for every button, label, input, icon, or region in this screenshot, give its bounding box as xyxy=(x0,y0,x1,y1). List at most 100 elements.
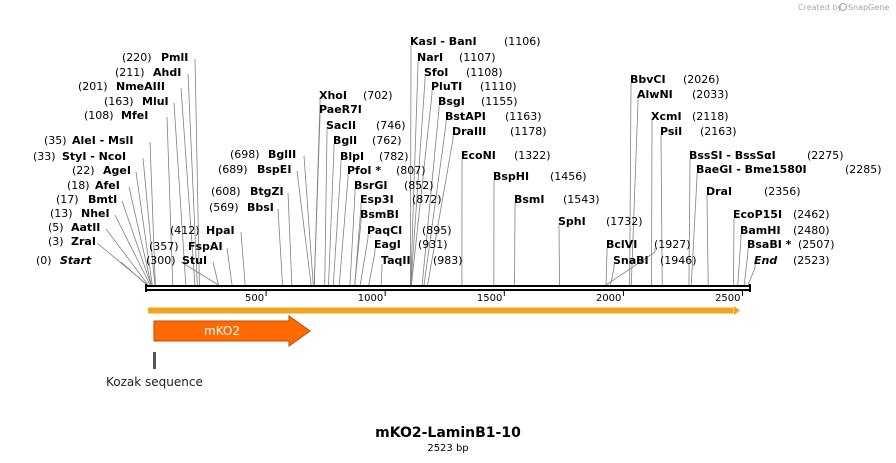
restriction-site[interactable]: BsrGI (852) xyxy=(354,179,434,192)
site-connector xyxy=(338,174,349,286)
site-name: MluI xyxy=(142,95,169,108)
orf-bar xyxy=(147,306,735,315)
site-name: SnaBI xyxy=(613,254,649,267)
restriction-site[interactable]: DraIII (1178) xyxy=(452,125,547,138)
site-connector xyxy=(688,159,691,286)
site-connector xyxy=(605,248,656,286)
restriction-site[interactable]: PfoI * (807) xyxy=(347,164,426,177)
feature-mko2[interactable]: mKO2 xyxy=(153,315,311,347)
restriction-site[interactable]: KasI - BanI (1106) xyxy=(410,35,541,48)
restriction-site[interactable]: MluI (163) xyxy=(104,95,169,108)
restriction-site[interactable]: PsiI (2163) xyxy=(660,125,737,138)
site-position: (2356) xyxy=(764,185,801,198)
restriction-site[interactable]: BlpI (782) xyxy=(340,150,409,163)
restriction-site[interactable]: BglI (762) xyxy=(333,134,402,147)
restriction-site[interactable]: StyI - NcoI (33) xyxy=(33,150,126,163)
restriction-site[interactable]: BaeGI - Bme1580I (2285) xyxy=(696,163,882,176)
restriction-site[interactable]: TaqII (983) xyxy=(381,254,463,267)
restriction-site[interactable]: AatII (5) xyxy=(48,221,100,234)
restriction-site[interactable]: (300) xyxy=(146,254,176,267)
restriction-site[interactable]: HpaI (412) xyxy=(170,224,235,237)
restriction-site[interactable]: BamHI (2480) xyxy=(740,224,830,237)
restriction-site[interactable]: StuI xyxy=(182,254,207,267)
restriction-site[interactable]: BstAPI (1163) xyxy=(445,110,542,123)
site-connector xyxy=(324,129,328,286)
restriction-site[interactable]: AgeI (22) xyxy=(72,164,131,177)
site-connector xyxy=(303,155,314,286)
restriction-site[interactable]: NmeAIII (201) xyxy=(78,80,165,93)
restriction-site[interactable]: ZraI (3) xyxy=(48,235,96,248)
site-position: (18) xyxy=(67,179,90,192)
restriction-site[interactable]: SfoI (1108) xyxy=(424,66,503,79)
restriction-site[interactable]: PaqCI (895) xyxy=(367,224,452,237)
snapgene-credit: Created by SnapGene xyxy=(798,3,889,12)
restriction-site[interactable]: SphI (1732) xyxy=(558,215,643,228)
restriction-site[interactable]: Start (0) xyxy=(36,254,92,267)
site-connector xyxy=(354,203,362,286)
restriction-site[interactable]: BglII (698) xyxy=(230,148,296,161)
restriction-site[interactable]: BclVI xyxy=(606,238,637,251)
restriction-site[interactable]: BtgZI (608) xyxy=(211,185,284,198)
site-position: (895) xyxy=(422,224,452,237)
site-connector xyxy=(277,208,283,286)
site-name: AleI - MslI xyxy=(72,134,133,147)
restriction-site[interactable]: BbsI (569) xyxy=(209,201,274,214)
restriction-site[interactable]: EcoNI (1322) xyxy=(461,149,551,162)
kozak-marker[interactable] xyxy=(153,352,156,369)
restriction-site[interactable]: SnaBI (1946) xyxy=(613,254,697,267)
restriction-site[interactable]: PluTI (1110) xyxy=(431,80,517,93)
feature-kozak[interactable]: Kozak sequence xyxy=(106,352,203,389)
ruler-label: 1000 xyxy=(358,293,383,304)
site-connector xyxy=(410,45,412,286)
site-connector xyxy=(605,248,608,286)
restriction-site[interactable]: BsgI (1155) xyxy=(438,95,518,108)
restriction-site[interactable]: NheI (13) xyxy=(50,207,110,220)
restriction-site[interactable]: PmlI (220) xyxy=(122,51,188,64)
site-position: (2026) xyxy=(683,73,720,86)
restriction-site[interactable]: BbvCI (2026) xyxy=(630,73,720,86)
restriction-site[interactable]: BspEI (689) xyxy=(218,163,291,176)
site-position: (698) xyxy=(230,148,260,161)
site-connector xyxy=(240,231,246,286)
bp-ruler: 500 1000 1500 2000 2500 xyxy=(245,291,744,304)
restriction-site[interactable]: BspHI (1456) xyxy=(493,170,587,183)
site-position: (872) xyxy=(412,193,442,206)
site-name: Start xyxy=(60,254,92,267)
restriction-site[interactable]: SacII (746) xyxy=(326,119,406,132)
restriction-site[interactable]: BsmBI xyxy=(360,208,399,221)
map-title: mKO2-LaminB1-10 xyxy=(375,425,521,441)
site-position: (807) xyxy=(396,164,426,177)
restriction-site[interactable]: EagI (931) xyxy=(374,238,448,251)
restriction-site[interactable]: BsaBI * (2507) xyxy=(747,238,835,251)
site-position: (1927) xyxy=(654,238,691,251)
restriction-site[interactable]: MfeI (108) xyxy=(84,109,148,122)
site-name: KasI - BanI xyxy=(410,35,477,48)
restriction-site[interactable]: End (2523) xyxy=(754,254,830,267)
orf-arrowhead xyxy=(734,306,740,315)
restriction-site[interactable]: AfeI (18) xyxy=(67,179,120,192)
restriction-site[interactable]: XhoI (702) xyxy=(319,89,393,102)
site-position: (33) xyxy=(33,150,56,163)
restriction-site[interactable]: (1927) xyxy=(654,238,691,251)
site-connector xyxy=(121,200,152,286)
restriction-site[interactable]: NarI (1107) xyxy=(417,51,496,64)
restriction-site[interactable]: PaeR7I xyxy=(319,103,362,116)
restriction-site[interactable]: EcoP15I (2462) xyxy=(733,208,830,221)
mko2-arrow[interactable] xyxy=(153,315,311,347)
restriction-site[interactable]: AhdI (211) xyxy=(115,66,181,79)
site-connector xyxy=(743,248,749,286)
restriction-site[interactable]: BsmI (1543) xyxy=(514,193,600,206)
site-connector xyxy=(747,264,756,286)
restriction-site[interactable]: FspAI (357) xyxy=(149,240,223,253)
restriction-site[interactable]: Esp3I (872) xyxy=(360,193,442,206)
restriction-site[interactable]: BssSI - BssSαI (2275) xyxy=(689,149,844,162)
restriction-site[interactable]: AleI - MslI (35) xyxy=(44,134,133,147)
restriction-site[interactable]: XcmI (2118) xyxy=(651,110,729,123)
site-position: (1107) xyxy=(459,51,496,64)
restriction-site[interactable]: DraI (2356) xyxy=(706,185,801,198)
site-name: AfeI xyxy=(95,179,120,192)
restriction-site[interactable]: BmtI (17) xyxy=(56,193,117,206)
site-position: (2523) xyxy=(793,254,830,267)
site-position: (3) xyxy=(48,235,64,248)
restriction-site[interactable]: AlwNI (2033) xyxy=(637,88,729,101)
